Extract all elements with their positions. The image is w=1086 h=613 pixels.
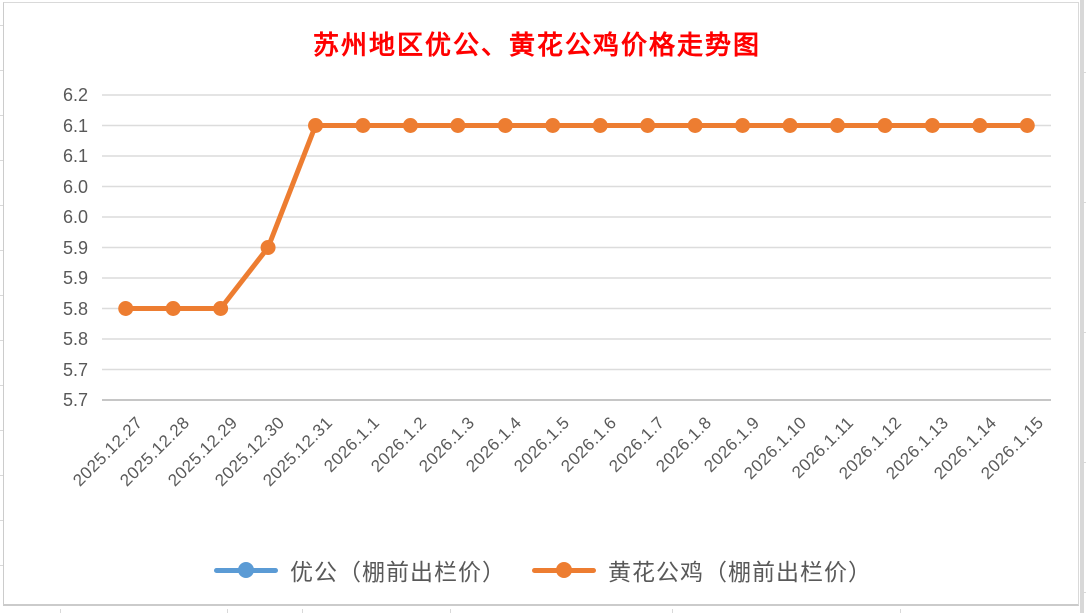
legend-dot-icon xyxy=(556,562,572,578)
spreadsheet-gridline xyxy=(0,475,3,476)
data-point-marker xyxy=(545,118,561,133)
chart-title: 苏州地区优公、黄花公鸡价格走势图 xyxy=(312,31,761,60)
y-tick-label: 6.0 xyxy=(62,176,88,197)
legend-line-marker-icon xyxy=(214,562,278,578)
data-point-marker xyxy=(308,118,324,133)
y-tick-label: 5.7 xyxy=(62,390,88,410)
y-tick-label: 6.2 xyxy=(62,85,88,105)
data-point-marker xyxy=(118,301,134,316)
window-edge xyxy=(1080,0,1084,613)
data-point-marker xyxy=(924,118,940,133)
data-point-marker xyxy=(877,118,893,133)
spreadsheet-gridline xyxy=(0,295,3,296)
y-tick-label: 5.9 xyxy=(62,268,88,288)
data-point-marker xyxy=(450,118,466,133)
y-tick-label: 6.1 xyxy=(62,115,88,136)
data-point-marker xyxy=(497,118,513,133)
data-point-marker xyxy=(355,118,371,133)
legend-dot-icon xyxy=(238,562,254,578)
data-point-marker xyxy=(213,301,229,316)
y-tick-label: 5.8 xyxy=(62,329,88,349)
y-tick-label: 5.8 xyxy=(62,298,88,319)
data-point-marker xyxy=(165,301,181,316)
spreadsheet-gridline xyxy=(450,609,451,613)
spreadsheet-gridline xyxy=(1084,462,1086,463)
spreadsheet-gridline xyxy=(1084,592,1086,593)
spreadsheet-gridline xyxy=(672,609,673,613)
spreadsheet-gridline xyxy=(0,115,3,116)
data-point-marker xyxy=(782,118,798,133)
spreadsheet-gridline xyxy=(0,70,3,71)
spreadsheet-gridline xyxy=(0,430,3,431)
chart-border xyxy=(3,2,1079,606)
data-point-marker xyxy=(829,118,845,133)
spreadsheet-gridline xyxy=(0,205,3,206)
spreadsheet-gridline xyxy=(1084,72,1086,73)
spreadsheet-gridline xyxy=(0,250,3,251)
series-line xyxy=(123,123,1030,311)
legend-item-yougong[interactable]: 优公（棚前出栏价） xyxy=(214,553,506,587)
spreadsheet-gridline xyxy=(1084,202,1086,203)
spreadsheet-gridline xyxy=(302,609,303,613)
spreadsheet-gridline xyxy=(227,609,228,613)
legend-item-huanghua[interactable]: 黄花公鸡（棚前出栏价） xyxy=(532,553,872,587)
data-point-marker xyxy=(735,118,751,133)
y-tick-label: 6.1 xyxy=(62,146,88,166)
spreadsheet-gridline xyxy=(0,520,3,521)
data-point-marker xyxy=(592,118,608,133)
y-tick-label: 6.0 xyxy=(62,207,88,227)
spreadsheet-gridline xyxy=(60,609,61,613)
legend-label-huanghua: 黄花公鸡（棚前出栏价） xyxy=(608,559,872,585)
data-point-marker xyxy=(972,118,988,133)
data-point-marker xyxy=(402,118,418,133)
data-point-marker xyxy=(260,240,276,255)
y-tick-label: 5.9 xyxy=(62,237,88,258)
data-point-marker xyxy=(687,118,703,133)
spreadsheet-gridline xyxy=(0,160,3,161)
data-point-marker xyxy=(1019,118,1035,133)
spreadsheet-gridline xyxy=(0,385,3,386)
spreadsheet-gridline xyxy=(0,565,3,566)
legend-label-yougong: 优公（棚前出栏价） xyxy=(290,559,506,585)
y-tick-label: 5.7 xyxy=(62,359,88,380)
spreadsheet-gridline xyxy=(0,25,3,26)
spreadsheet-gridline xyxy=(1084,332,1086,333)
data-point-marker xyxy=(640,118,656,133)
legend: 优公（棚前出栏价） 黄花公鸡（棚前出栏价） xyxy=(0,553,1086,587)
legend-line-marker-icon xyxy=(532,562,596,578)
spreadsheet-gridline xyxy=(0,340,3,341)
spreadsheet-gridline xyxy=(900,609,901,613)
